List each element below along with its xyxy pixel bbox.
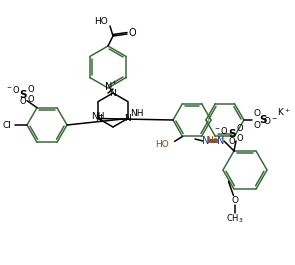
Text: HO: HO — [156, 140, 169, 149]
Text: S: S — [228, 129, 236, 139]
Text: NH: NH — [92, 112, 105, 121]
Text: N: N — [217, 136, 225, 146]
Text: O$^-$: O$^-$ — [263, 114, 278, 126]
Text: O: O — [253, 108, 260, 117]
Text: S: S — [259, 115, 267, 125]
Text: O: O — [229, 138, 235, 147]
Text: O: O — [237, 134, 243, 143]
Text: $^-$O: $^-$O — [213, 125, 229, 136]
Text: N: N — [95, 114, 102, 123]
Text: Na$^+$: Na$^+$ — [206, 134, 226, 146]
Text: K$^+$: K$^+$ — [277, 106, 291, 118]
Text: O: O — [20, 97, 26, 106]
Text: O: O — [231, 196, 238, 205]
Text: O: O — [237, 125, 243, 134]
Text: N: N — [124, 114, 131, 123]
Text: NH: NH — [130, 109, 143, 118]
Text: HO: HO — [94, 17, 108, 26]
Text: O: O — [128, 28, 136, 38]
Text: Cl: Cl — [3, 121, 12, 130]
Text: S: S — [19, 90, 27, 100]
Text: $^-$O: $^-$O — [5, 84, 21, 95]
Text: N: N — [110, 89, 116, 98]
Text: O: O — [28, 85, 34, 94]
Text: O: O — [253, 121, 260, 130]
Text: $^+$: $^+$ — [110, 80, 117, 89]
Text: O: O — [28, 95, 34, 104]
Text: CH$_3$: CH$_3$ — [226, 212, 243, 225]
Text: N: N — [202, 136, 210, 146]
Text: N: N — [105, 82, 113, 92]
